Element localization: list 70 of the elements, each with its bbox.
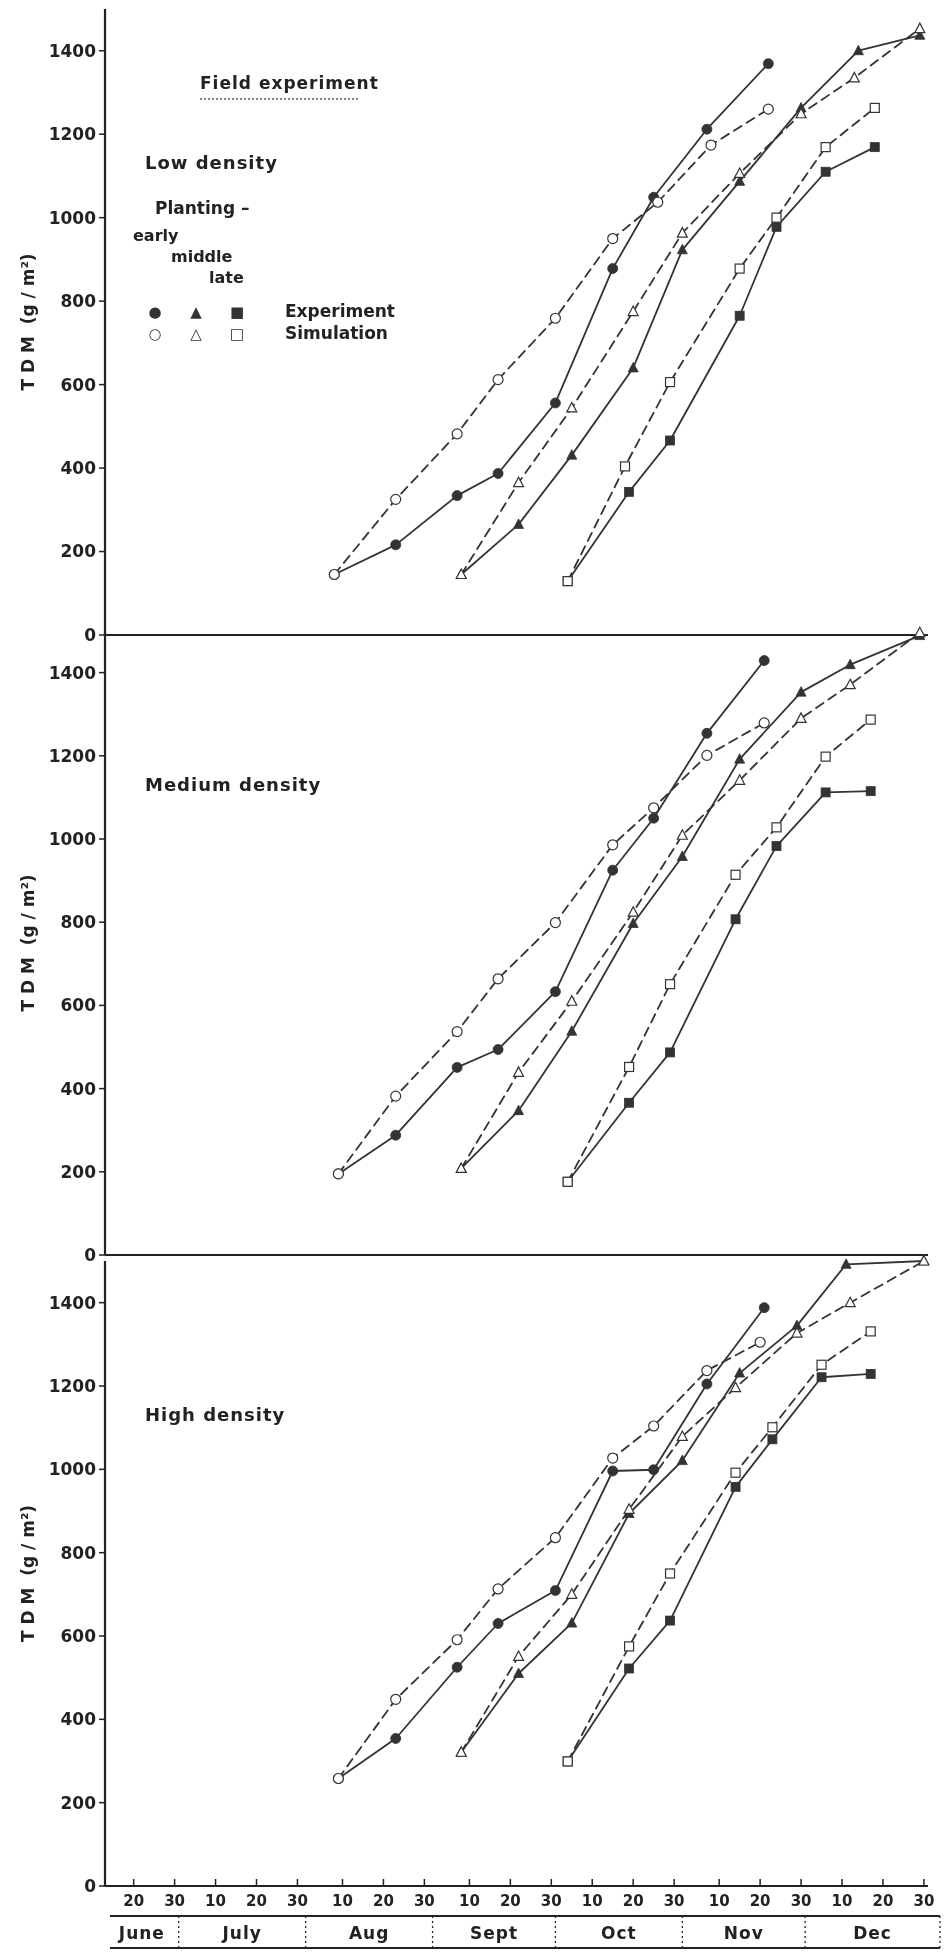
legend-title: Planting – — [155, 198, 250, 218]
x-tick-label: 30 — [913, 1892, 935, 1910]
x-tick-label: 30 — [287, 1892, 308, 1910]
y-tick-label: 400 — [60, 1078, 97, 1099]
text: Dec — [853, 1923, 892, 1943]
text: July — [221, 1923, 262, 1943]
y-tick-label: 1000 — [48, 1459, 97, 1480]
x-tick-label: 10 — [458, 1892, 480, 1910]
text: Oct — [601, 1923, 637, 1943]
x-tick-label: 30 — [790, 1892, 812, 1910]
y-tick-label: 1000 — [48, 207, 97, 228]
x-tick-label: 30 — [164, 1892, 186, 1910]
annotation: ○ — [148, 325, 162, 343]
x-tick-label: 20 — [372, 1892, 394, 1910]
annotation: △ — [190, 325, 203, 343]
y-tick-label: 600 — [60, 374, 97, 395]
y-tick-label: 1200 — [48, 745, 97, 766]
x-tick-label: 10 — [205, 1892, 226, 1910]
y-tick-label: 600 — [60, 1625, 97, 1646]
y-tick-label: 0 — [84, 624, 97, 645]
y-tick-label: 600 — [60, 995, 97, 1016]
annotation: □ — [229, 325, 245, 343]
annotation: late — [209, 268, 244, 287]
x-tick-label: 20 — [246, 1892, 267, 1910]
y-tick-label: 0 — [84, 1244, 97, 1265]
x-tick-label: 10 — [708, 1892, 730, 1910]
y-tick-label: 1400 — [48, 1292, 97, 1313]
annotation: middle — [171, 247, 233, 266]
text: Nov — [723, 1923, 764, 1943]
annotation: Experiment — [285, 301, 395, 321]
annotation: Simulation — [285, 323, 388, 343]
x-tick-label: 10 — [581, 1892, 603, 1910]
text: Sept — [469, 1923, 519, 1943]
x-tick-label: 30 — [663, 1892, 685, 1910]
y-tick-label: 800 — [60, 291, 97, 312]
y-tick-label: 0 — [84, 1875, 97, 1896]
y-tick-label: 200 — [60, 541, 97, 562]
y-tick-label: 800 — [60, 912, 97, 933]
annotation: ▲ — [190, 303, 203, 321]
y-tick-label: 200 — [60, 1792, 97, 1813]
text: June — [117, 1923, 165, 1943]
annotation: early — [133, 226, 180, 245]
x-tick-label: 20 — [123, 1892, 145, 1910]
y-tick-label: 1200 — [48, 1375, 97, 1396]
text: Medium density — [145, 774, 322, 795]
x-tick-label: 30 — [413, 1892, 435, 1910]
y-tick-label: 1400 — [48, 662, 97, 683]
y-tick-label: 1000 — [48, 828, 97, 849]
x-tick-label: 30 — [540, 1892, 562, 1910]
x-tick-label: 20 — [622, 1892, 644, 1910]
x-tick-label: 20 — [499, 1892, 521, 1910]
text: Field experiment — [200, 73, 379, 93]
y-axis-title: T D M (g / m²) — [18, 874, 38, 1012]
x-tick-label: 20 — [872, 1892, 894, 1910]
annotation: ● — [148, 303, 162, 321]
y-axis-title: T D M (g / m²) — [18, 253, 38, 391]
y-tick-label: 1200 — [48, 124, 97, 145]
text: High density — [145, 1404, 286, 1425]
y-tick-label: 1400 — [48, 40, 97, 61]
annotation: ■ — [229, 303, 245, 321]
y-tick-label: 400 — [60, 1709, 97, 1730]
y-tick-label: 200 — [60, 1161, 97, 1182]
y-tick-label: 800 — [60, 1542, 97, 1563]
y-axis-title: T D M (g / m²) — [18, 1504, 38, 1643]
y-tick-label: 400 — [60, 458, 97, 479]
x-tick-label: 20 — [749, 1892, 771, 1910]
text: Aug — [348, 1923, 390, 1943]
x-tick-label: 10 — [332, 1892, 353, 1910]
text: Low density — [145, 152, 278, 173]
x-tick-label: 10 — [831, 1892, 853, 1910]
